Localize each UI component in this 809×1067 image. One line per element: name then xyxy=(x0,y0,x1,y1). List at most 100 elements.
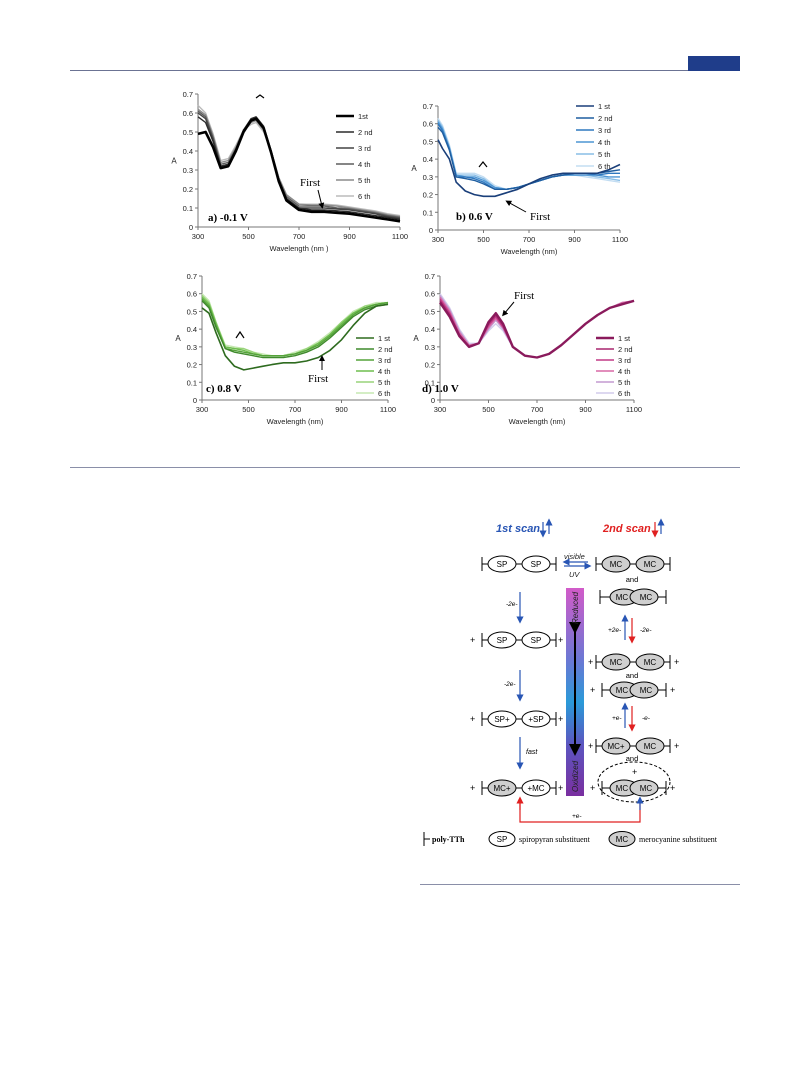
x-tick-label: 900 xyxy=(343,232,356,241)
x-tick-label: 300 xyxy=(192,232,205,241)
svg-text:SP: SP xyxy=(497,835,508,844)
y-tick-label: 0.3 xyxy=(425,343,435,352)
svg-text:+: + xyxy=(558,783,563,793)
svg-text:+SP: +SP xyxy=(528,715,543,724)
series-line xyxy=(437,126,621,191)
svg-text:SP+: SP+ xyxy=(494,715,510,724)
x-tick-label: 700 xyxy=(293,232,306,241)
y-tick-label: 0.5 xyxy=(423,137,433,146)
legend-label: 4 th xyxy=(378,367,391,376)
scheme-divider xyxy=(420,884,740,885)
legend-label: 6 th xyxy=(618,389,631,398)
panel-label: b) 0.6 V xyxy=(456,211,493,223)
right-row-1: MC MC xyxy=(595,555,671,573)
chart-panel-a: 0 0.1 0.2 0.3 0.4 0.5 0.6 0.7 300 500 700 900 1100 Wa… xyxy=(171,90,408,253)
x-tick-label: 700 xyxy=(289,405,302,414)
legend-label: 1 st xyxy=(598,102,611,111)
y-tick-label: 0.5 xyxy=(187,307,197,316)
legend-label: 2 nd xyxy=(378,345,393,354)
legend-label: 3 rd xyxy=(618,356,631,365)
y-tick-label: 0.2 xyxy=(425,361,435,370)
svg-text:MC: MC xyxy=(616,686,629,695)
svg-text:MC: MC xyxy=(640,593,653,602)
second-scan-title: 2nd scan xyxy=(602,523,651,535)
y-tick-label: 0.5 xyxy=(183,128,193,137)
panel-label: a) -0.1 V xyxy=(208,212,248,224)
svg-text:MC: MC xyxy=(640,686,653,695)
y-axis-label: A xyxy=(413,334,419,343)
svg-text:+: + xyxy=(590,685,595,695)
svg-text:+: + xyxy=(590,783,595,793)
legend-label: 1st xyxy=(358,112,369,121)
svg-text:SP: SP xyxy=(531,560,542,569)
y-axis-label: A xyxy=(411,164,417,173)
x-tick-label: 1100 xyxy=(626,405,642,414)
legend-label: 4 th xyxy=(358,160,371,169)
left-row-2: + SP SP + xyxy=(470,631,563,649)
first-annotation: First xyxy=(530,211,550,223)
y-tick-label: 0.7 xyxy=(187,272,197,281)
svg-text:MC: MC xyxy=(616,835,629,844)
right-row-3: + MC+ MC + xyxy=(588,737,679,755)
x-axis-label: Wavelength (nm) xyxy=(267,417,324,426)
svg-text:and: and xyxy=(626,671,639,680)
x-tick-label: 300 xyxy=(434,405,447,414)
x-tick-label: 900 xyxy=(335,405,348,414)
x-tick-label: 500 xyxy=(242,405,255,414)
right-row-2b: + MC MC + xyxy=(590,681,675,699)
x-tick-label: 700 xyxy=(523,235,536,244)
legend-label: 5 th xyxy=(618,378,631,387)
legend-label: 3 rd xyxy=(358,144,371,153)
legend-label: 2 nd xyxy=(358,128,373,137)
svg-text:+: + xyxy=(588,657,593,667)
y-tick-label: 0 xyxy=(431,396,435,405)
series-line xyxy=(439,295,635,359)
svg-text:MC: MC xyxy=(610,658,623,667)
y-axis-label: A xyxy=(171,157,177,166)
first-scan-arrows-icon xyxy=(539,518,553,538)
series-line xyxy=(201,296,389,357)
svg-text:+: + xyxy=(470,783,475,793)
y-tick-label: 0.1 xyxy=(425,378,435,387)
legend-polymer: poly-TTh xyxy=(432,835,465,844)
legend-label: 2 nd xyxy=(618,345,633,354)
series-line xyxy=(437,123,620,191)
svg-text:+: + xyxy=(558,714,563,724)
x-tick-label: 300 xyxy=(432,235,445,244)
y-tick-label: 0.6 xyxy=(187,290,197,299)
legend-mc: merocyanine substituent xyxy=(639,835,718,844)
svg-text:-2e-: -2e- xyxy=(640,627,652,634)
svg-text:+: + xyxy=(670,685,675,695)
svg-text:MC: MC xyxy=(644,658,657,667)
x-tick-label: 900 xyxy=(579,405,592,414)
y-tick-label: 0.1 xyxy=(423,208,433,217)
y-tick-label: 0 xyxy=(193,396,197,405)
legend-label: 1 st xyxy=(618,334,631,343)
x-tick-label: 300 xyxy=(196,405,209,414)
x-tick-label: 500 xyxy=(482,405,495,414)
svg-text:MC: MC xyxy=(616,593,629,602)
y-tick-label: 0.3 xyxy=(423,173,433,182)
svg-text:+: + xyxy=(588,741,593,751)
svg-text:MC: MC xyxy=(644,742,657,751)
y-tick-label: 0.7 xyxy=(183,90,193,99)
y-tick-label: 0.4 xyxy=(183,147,193,156)
series-line xyxy=(201,300,389,359)
svg-text:+: + xyxy=(670,783,675,793)
legend-label: 3 rd xyxy=(378,356,391,365)
left-row-1: SP SP xyxy=(481,555,557,573)
x-tick-label: 1100 xyxy=(380,405,396,414)
y-tick-label: 0.2 xyxy=(183,185,193,194)
first-arrow xyxy=(502,301,515,317)
first-scan-title: 1st scan xyxy=(496,523,540,535)
x-axis-label: Wavelength (nm) xyxy=(501,247,558,256)
first-arrow xyxy=(317,189,325,209)
series-line xyxy=(201,303,389,371)
y-tick-label: 0.3 xyxy=(187,343,197,352)
legend-label: 6 th xyxy=(358,192,371,201)
legend-label: 2 nd xyxy=(598,114,613,123)
legend-label: 5 th xyxy=(378,378,391,387)
y-tick-label: 0.1 xyxy=(183,204,193,213)
svg-text:SP: SP xyxy=(531,636,542,645)
svg-text:+: + xyxy=(674,657,679,667)
